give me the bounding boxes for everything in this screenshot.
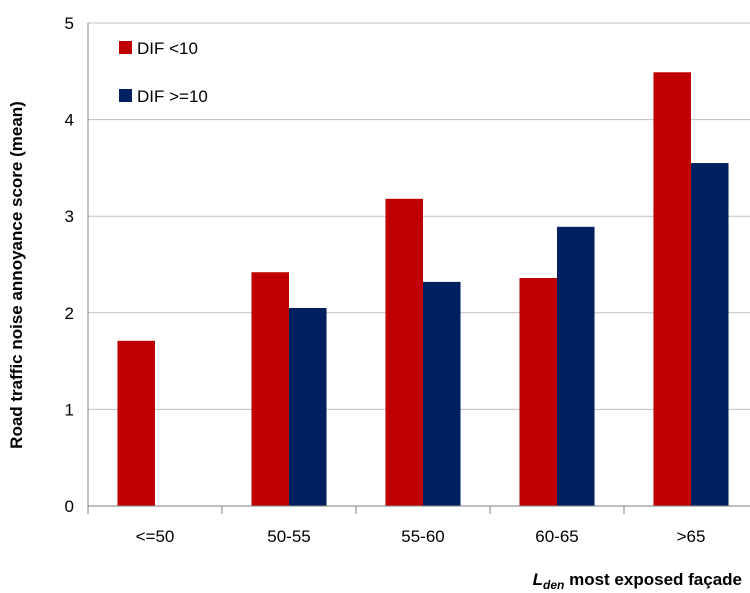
bar-dif-ge-10 — [423, 281, 461, 506]
legend-label-dif-ge-10: DIF >=10 — [137, 87, 208, 106]
bar-dif-lt-10 — [251, 272, 289, 506]
y-tick-label: 3 — [65, 207, 74, 226]
y-tick-label: 1 — [65, 400, 74, 419]
y-tick-label: 2 — [65, 304, 74, 323]
x-tick-label: 55-60 — [401, 527, 444, 546]
y-tick-labels: 0 1 2 3 4 5 — [65, 14, 74, 516]
axes — [87, 23, 750, 514]
bar-dif-lt-10 — [385, 198, 423, 506]
x-tick-labels: <=50 50-55 55-60 60-65 >65 — [136, 527, 706, 546]
y-axis-title: Road traffic noise annoyance score (mean… — [7, 101, 26, 449]
y-tick-label: 5 — [65, 14, 74, 33]
x-axis-title: Lden most exposed façade — [533, 570, 742, 592]
bar-dif-lt-10 — [117, 340, 155, 506]
x-axis-title-rest: most exposed façade — [564, 570, 742, 589]
bar-dif-ge-10 — [557, 226, 595, 507]
x-tick-label: >65 — [677, 527, 706, 546]
x-tick-label: <=50 — [136, 527, 175, 546]
legend: DIF <10 DIF >=10 — [119, 39, 208, 106]
x-axis-title-main: L — [533, 570, 543, 589]
bar-dif-ge-10 — [691, 163, 729, 506]
y-tick-label: 0 — [65, 497, 74, 516]
legend-swatch-dif-lt-10 — [119, 41, 132, 54]
x-tick-label: 60-65 — [535, 527, 578, 546]
x-axis-title-subscript: den — [543, 578, 564, 592]
legend-label-dif-lt-10: DIF <10 — [137, 39, 198, 58]
y-tick-label: 4 — [65, 111, 74, 130]
bar-dif-ge-10 — [289, 307, 327, 506]
legend-swatch-dif-ge-10 — [119, 89, 132, 102]
bar-dif-lt-10 — [653, 72, 691, 507]
x-tick-label: 50-55 — [267, 527, 310, 546]
bars — [117, 72, 729, 507]
bar-dif-lt-10 — [519, 278, 557, 506]
